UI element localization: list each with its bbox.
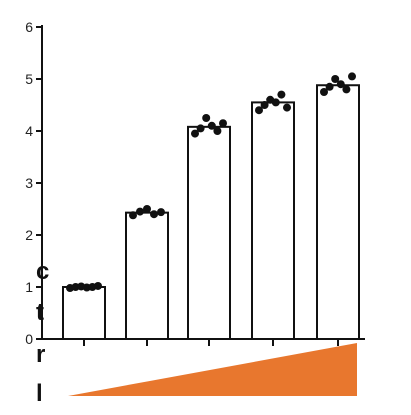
bar-2	[125, 211, 169, 340]
side-letter-3: r	[36, 341, 45, 368]
data-point-3-5	[213, 127, 222, 135]
side-letter-1: c	[36, 258, 49, 285]
y-tick-labels: 0 1 2 3 4 5 6	[25, 19, 33, 347]
data-point-5-2	[325, 82, 334, 91]
data-points	[66, 72, 356, 293]
bar-5	[316, 84, 360, 340]
data-point-5-4	[336, 80, 345, 89]
y-tick-label-4: 4	[25, 123, 33, 139]
data-point-4-6	[283, 103, 291, 112]
data-point-5-1	[320, 88, 328, 96]
data-point-3-4	[207, 121, 216, 130]
data-point-2-4	[150, 210, 158, 219]
data-point-3-2	[196, 124, 205, 133]
y-tick-label-2: 2	[25, 227, 33, 243]
data-point-1-6	[94, 281, 102, 290]
side-letter-2: t	[36, 299, 44, 326]
data-point-3-1	[191, 129, 199, 138]
data-point-2-5	[157, 208, 165, 217]
bar-1	[62, 286, 106, 340]
bar-4	[251, 101, 295, 341]
data-point-4-2	[260, 101, 269, 109]
data-point-5-6	[348, 72, 356, 81]
data-point-5-3	[331, 75, 340, 83]
data-point-4-5	[277, 90, 286, 99]
y-tick-label-1: 1	[25, 279, 33, 295]
y-tick-label-0: 0	[25, 331, 33, 347]
data-point-3-3	[202, 114, 211, 122]
bar-3	[187, 125, 231, 340]
data-point-2-1	[129, 211, 137, 220]
data-point-4-4	[271, 98, 280, 107]
y-tick-label-5: 5	[25, 71, 33, 87]
data-point-2-3	[143, 205, 151, 213]
data-point-2-2	[136, 207, 144, 216]
data-point-3-6	[219, 119, 227, 128]
data-point-4-1	[255, 106, 263, 115]
increasing-dose-ramp	[68, 343, 357, 396]
data-point-5-5	[342, 85, 351, 94]
side-letter-4: l	[36, 380, 43, 407]
bars	[62, 84, 360, 341]
y-tick-label-6: 6	[25, 19, 33, 35]
y-tick-label-3: 3	[25, 175, 33, 191]
